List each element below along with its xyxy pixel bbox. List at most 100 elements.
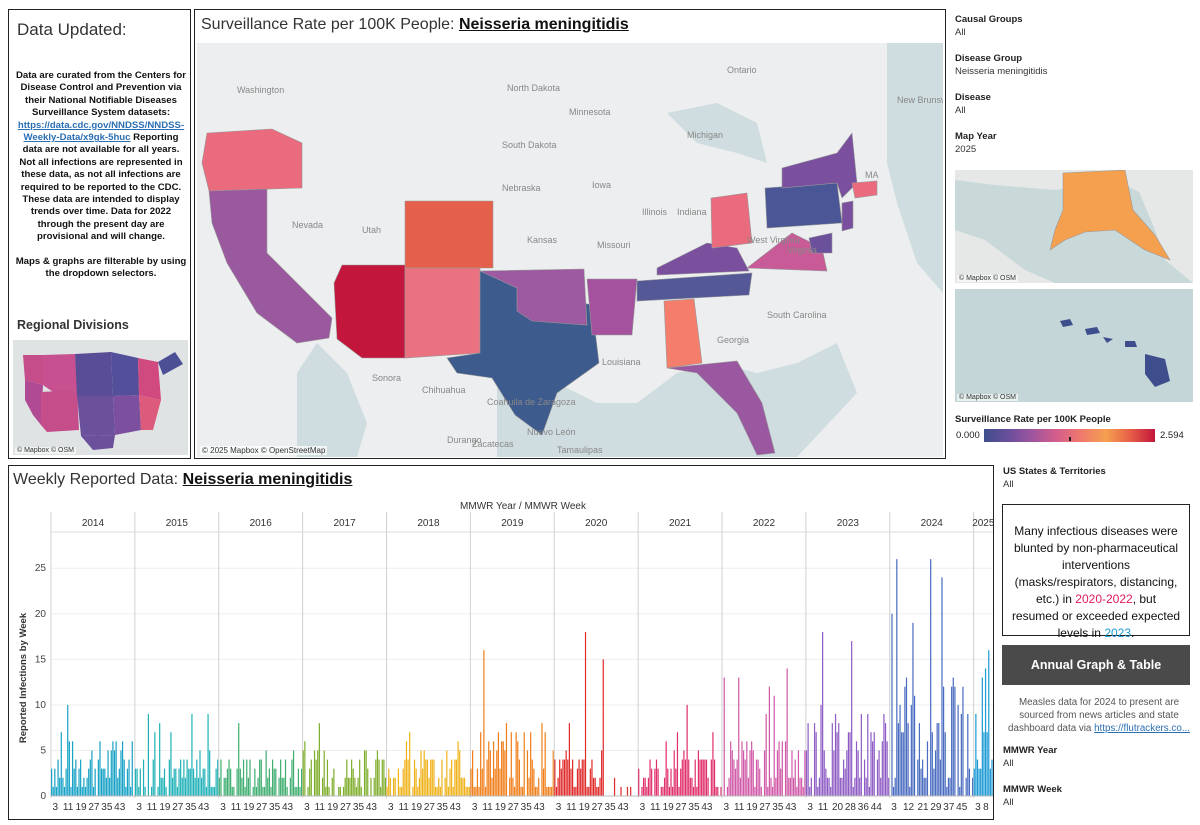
bar-2017-week-14 <box>323 750 325 796</box>
label-west-virginia: West Virginia <box>747 235 800 245</box>
state-arkansas[interactable] <box>586 278 638 336</box>
week-tick-2020-19: 19 <box>579 802 591 813</box>
bar-2017-week-30 <box>349 777 351 796</box>
bar-2021-week-13 <box>657 768 659 796</box>
bar-2016-week-29 <box>263 786 266 796</box>
state-hawaii[interactable] <box>1060 319 1170 387</box>
week-tick-2023-3: 3 <box>807 802 813 813</box>
causal-groups-value[interactable]: All <box>955 27 966 38</box>
bar-2022-week-14 <box>742 750 745 796</box>
bar-2014-week-23 <box>86 777 88 796</box>
state-arizona[interactable] <box>333 264 406 359</box>
label-utah: Utah <box>362 225 381 235</box>
disease-group-filter[interactable]: Disease Group Neisseria meningitidis <box>955 53 1047 77</box>
color-legend-bar <box>984 429 1155 442</box>
label-illinois: Illinois <box>642 207 668 217</box>
bar-2020-week-25 <box>592 777 595 796</box>
state-oklahoma[interactable] <box>479 268 588 326</box>
bar-2018-week-49 <box>463 777 466 796</box>
bar-2016-week-17 <box>244 786 246 796</box>
week-tick-2019-19: 19 <box>495 802 507 813</box>
weekly-title-disease[interactable]: Neisseria meningitidis <box>182 471 353 488</box>
bar-2018-week-38 <box>446 750 448 796</box>
weekly-bar-chart[interactable]: MMWR Year / MMWR Week Reported Infections… <box>9 496 993 818</box>
map-title-disease[interactable]: Neisseria meningitidis <box>458 16 629 33</box>
us-states-value[interactable]: All <box>1003 479 1014 490</box>
state-tennessee[interactable] <box>636 272 753 302</box>
bar-2015-week-30 <box>181 777 183 796</box>
state-new-jersey[interactable] <box>841 200 854 232</box>
us-choropleth-map[interactable]: Washington North Dakota Minnesota South … <box>197 43 943 457</box>
bar-2023-week-43 <box>873 732 875 796</box>
mmwr-week-filter[interactable]: MMWR Week All <box>1003 784 1062 808</box>
bar-2021-week-16 <box>662 786 664 796</box>
bar-2022-week-38 <box>781 741 783 796</box>
state-alabama[interactable] <box>663 298 703 369</box>
bar-2024-week-40 <box>952 677 954 796</box>
bar-2023-week-39 <box>867 714 869 796</box>
bar-2022-week-28 <box>765 714 767 796</box>
note-text-1: Many infectious diseases were blunted by… <box>1013 524 1179 606</box>
bar-2015-week-34 <box>188 768 190 796</box>
map-year-value[interactable]: 2025 <box>955 144 977 155</box>
disease-filter[interactable]: Disease All <box>955 92 991 116</box>
mmwr-week-value[interactable]: All <box>1003 797 1014 808</box>
bar-2021-week-17 <box>663 777 666 796</box>
label-massachusetts: MA <box>865 170 879 180</box>
bar-2019-week-20 <box>501 741 503 796</box>
state-florida[interactable] <box>666 360 776 456</box>
label-nuevo-leon: Nuevo León <box>527 427 576 437</box>
week-tick-2015-43: 43 <box>198 802 210 813</box>
regional-divisions-map[interactable]: © Mapbox © OSM <box>13 340 188 455</box>
bar-2023-week-31 <box>854 777 856 796</box>
state-colorado[interactable] <box>404 200 494 269</box>
bar-2014-week-30 <box>97 759 99 796</box>
bar-2023-week-32 <box>855 741 858 796</box>
causal-groups-filter[interactable]: Causal Groups All <box>955 14 1023 38</box>
disease-value[interactable]: All <box>955 105 966 116</box>
state-alaska[interactable] <box>1049 170 1171 261</box>
bar-2020-week-38 <box>613 777 616 796</box>
hawaii-inset-map[interactable]: © Mapbox © OSM <box>955 289 1193 402</box>
state-pennsylvania[interactable] <box>764 182 843 229</box>
state-maryland[interactable] <box>808 232 833 254</box>
bar-2016-week-26 <box>259 759 261 796</box>
state-california[interactable] <box>208 188 333 344</box>
disease-group-value[interactable]: Neisseria meningitidis <box>955 66 1048 77</box>
state-connecticut[interactable] <box>851 180 878 199</box>
bar-2014-week-14 <box>71 741 74 796</box>
annual-graph-table-button[interactable]: Annual Graph & Table <box>1002 645 1190 685</box>
bar-2023-week-2 <box>807 723 809 796</box>
bar-2016-week-12 <box>236 768 238 796</box>
cdc-dataset-link[interactable]: https://data.cdc.gov/NNDSS/NNDSS-Weekly-… <box>17 119 185 144</box>
bar-2020-week-9 <box>567 759 569 796</box>
state-kentucky[interactable] <box>656 242 750 276</box>
bar-2024-week-8 <box>901 732 903 796</box>
bar-2023-week-23 <box>841 777 843 796</box>
mmwr-year-filter[interactable]: MMWR Year All <box>1003 745 1057 769</box>
bar-2018-week-32 <box>436 786 438 796</box>
bar-2020-week-26 <box>594 777 596 796</box>
week-tick-2019-11: 11 <box>482 802 493 813</box>
bar-2015-week-42 <box>201 777 203 796</box>
alaska-inset-map[interactable]: © Mapbox © OSM <box>955 170 1193 283</box>
bar-2014-week-49 <box>128 759 130 796</box>
week-tick-2015-11: 11 <box>147 802 158 813</box>
bar-2014-week-3 <box>54 768 56 796</box>
bar-2020-week-21 <box>586 786 588 796</box>
bar-2014-week-25 <box>89 759 91 796</box>
map-year-filter[interactable]: Map Year 2025 <box>955 131 997 155</box>
state-new-mexico[interactable] <box>404 267 481 359</box>
week-tick-2016-3: 3 <box>220 802 226 813</box>
year-header-2015: 2015 <box>166 518 189 529</box>
bar-2014-week-10 <box>65 768 67 796</box>
mmwr-year-value[interactable]: All <box>1003 758 1014 769</box>
map-title: Surveillance Rate per 100K People: Neiss… <box>201 16 629 34</box>
flutrackers-link[interactable]: https://flutrackers.co... <box>1094 723 1190 734</box>
state-ohio[interactable] <box>710 192 753 249</box>
bar-2023-week-33 <box>857 750 859 796</box>
note-text-3: . <box>1131 626 1135 640</box>
state-new-york[interactable] <box>781 132 858 199</box>
us-states-filter[interactable]: US States & Territories All <box>1003 466 1106 490</box>
state-oregon[interactable] <box>201 128 303 192</box>
